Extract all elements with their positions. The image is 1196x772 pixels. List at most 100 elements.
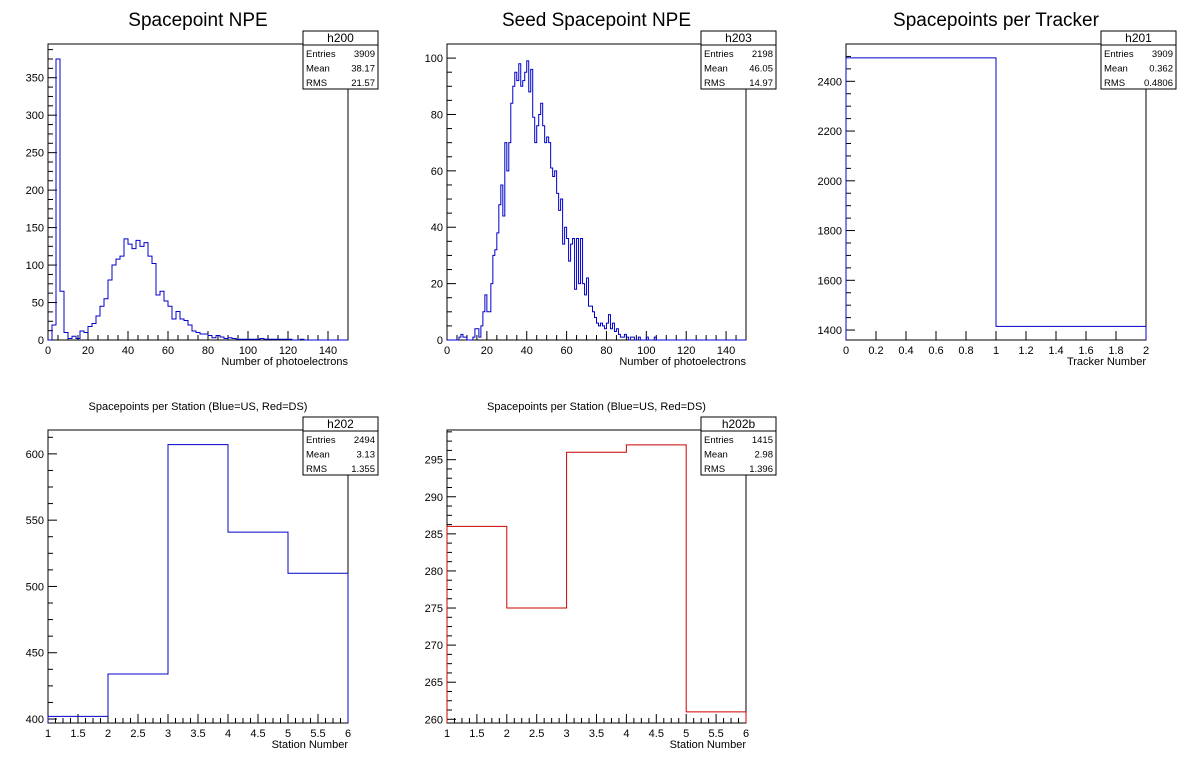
y-tick-label: 290 <box>425 492 443 504</box>
stats-value-mean: 3.13 <box>357 450 376 461</box>
y-tick-label: 80 <box>431 109 443 121</box>
x-tick-label: 5 <box>285 728 291 740</box>
y-tick-label: 600 <box>26 449 44 461</box>
y-tick-label: 100 <box>425 53 443 65</box>
x-tick-label: 4.5 <box>649 728 664 740</box>
stats-value-entries: 2198 <box>752 49 773 60</box>
chart-title: Spacepoints per Station (Blue=US, Red=DS… <box>89 401 308 413</box>
stats-value-entries: 2494 <box>354 435 375 446</box>
x-tick-label: 1 <box>993 345 999 357</box>
y-tick-label: 100 <box>26 260 44 272</box>
stats-value-mean: 46.05 <box>749 64 773 75</box>
chart-title: Spacepoint NPE <box>128 10 267 31</box>
x-tick-label: 3 <box>564 728 570 740</box>
x-tick-label: 0.2 <box>868 345 883 357</box>
x-tick-label: 0.8 <box>958 345 973 357</box>
stats-value-rms: 14.97 <box>749 78 773 89</box>
histogram-series-line <box>446 444 747 723</box>
stats-value-mean: 2.98 <box>755 450 774 461</box>
x-tick-label: 0 <box>843 345 849 357</box>
histogram-series-line <box>48 58 348 341</box>
x-tick-label: 1.6 <box>1078 345 1093 357</box>
stats-label-rms: RMS <box>704 464 725 475</box>
x-tick-label: 4 <box>225 728 231 740</box>
y-tick-label: 200 <box>26 185 44 197</box>
stats-label-rms: RMS <box>704 78 725 89</box>
x-tick-label: 3 <box>165 728 171 740</box>
stats-label-mean: Mean <box>1104 64 1128 75</box>
stats-hist-name: h202 <box>327 417 354 431</box>
x-tick-label: 80 <box>600 345 612 357</box>
y-tick-label: 275 <box>425 603 443 615</box>
stats-box-frame <box>302 30 379 90</box>
stats-label-entries: Entries <box>1104 49 1134 60</box>
stats-box-frame <box>700 30 777 90</box>
x-tick-label: 6 <box>345 728 351 740</box>
y-tick-label: 550 <box>26 515 44 527</box>
x-tick-label: 4 <box>623 728 629 740</box>
x-tick-label: 1.2 <box>1018 345 1033 357</box>
y-tick-label: 300 <box>26 110 44 122</box>
y-tick-label: 280 <box>425 566 443 578</box>
x-tick-label: 140 <box>319 345 337 357</box>
x-tick-label: 0 <box>45 345 51 357</box>
y-tick-label: 400 <box>26 714 44 726</box>
stats-box: h203 Entries 2198 Mean 46.05 RMS 14.97 <box>700 30 777 90</box>
stats-hist-name: h203 <box>725 31 752 45</box>
chart-h201: Spacepoints per Tracker 0 0.2 0.4 0.6 0.8 1 1.2… <box>818 10 1177 368</box>
chart-h202b: Spacepoints per Station (Blue=US, Red=DS… <box>425 401 777 751</box>
x-tick-label: 60 <box>560 345 572 357</box>
stats-hist-name: h200 <box>327 31 354 45</box>
x-tick-label: 1.8 <box>1108 345 1123 357</box>
stats-hist-name: h201 <box>1125 31 1152 45</box>
stats-value-entries: 3909 <box>1152 49 1173 60</box>
x-tick-label: 3.5 <box>190 728 205 740</box>
stats-box-frame <box>700 416 777 476</box>
x-tick-label: 5.5 <box>708 728 723 740</box>
x-tick-label: 2.5 <box>529 728 544 740</box>
x-tick-label: 0.6 <box>928 345 943 357</box>
stats-label-rms: RMS <box>306 464 327 475</box>
x-tick-label: 100 <box>239 345 257 357</box>
stats-box-frame <box>1100 30 1177 90</box>
x-tick-label: 140 <box>717 345 735 357</box>
x-tick-label: 2 <box>504 728 510 740</box>
stats-label-mean: Mean <box>306 450 330 461</box>
y-tick-label: 0 <box>437 335 443 347</box>
stats-label-entries: Entries <box>704 49 734 60</box>
x-tick-label: 20 <box>82 345 94 357</box>
x-tick-label: 1.5 <box>469 728 484 740</box>
chart-h203: Seed Spacepoint NPE 0 20 40 60 80 100 120 140Num… <box>425 10 777 368</box>
y-tick-label: 50 <box>32 298 44 310</box>
y-tick-label: 250 <box>26 148 44 160</box>
stats-label-entries: Entries <box>306 49 336 60</box>
stats-value-rms: 1.396 <box>749 464 773 475</box>
y-tick-label: 2200 <box>818 126 842 138</box>
stats-value-mean: 38.17 <box>351 64 375 75</box>
histogram-series-line <box>845 57 1147 340</box>
stats-label-mean: Mean <box>704 450 728 461</box>
stats-label-rms: RMS <box>1104 78 1125 89</box>
x-tick-label: 1 <box>444 728 450 740</box>
y-tick-label: 2400 <box>818 76 842 88</box>
x-axis-label: Station Number <box>272 739 349 751</box>
stats-label-mean: Mean <box>306 64 330 75</box>
y-tick-label: 150 <box>26 223 44 235</box>
x-tick-label: 5.5 <box>310 728 325 740</box>
x-tick-label: 40 <box>521 345 533 357</box>
y-tick-label: 270 <box>425 640 443 652</box>
y-tick-label: 20 <box>431 279 443 291</box>
stats-value-entries: 3909 <box>354 49 375 60</box>
x-tick-label: 3.5 <box>589 728 604 740</box>
x-tick-label: 5 <box>683 728 689 740</box>
y-tick-label: 265 <box>425 677 443 689</box>
x-tick-label: 4.5 <box>250 728 265 740</box>
stats-box: h202 Entries 2494 Mean 3.13 RMS 1.355 <box>302 416 379 476</box>
x-axis-label: Tracker Number <box>1067 356 1146 368</box>
chart-title: Seed Spacepoint NPE <box>502 10 691 31</box>
stats-box: h200 Entries 3909 Mean 38.17 RMS 21.57 <box>302 30 379 90</box>
y-tick-label: 0 <box>38 335 44 347</box>
x-tick-label: 0 <box>444 345 450 357</box>
